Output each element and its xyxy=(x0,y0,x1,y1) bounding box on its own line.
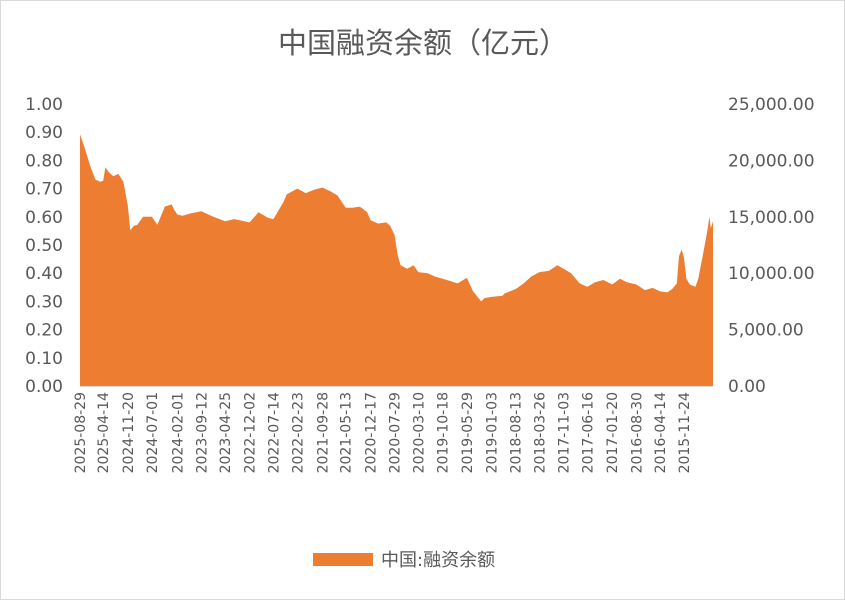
x-tick-label: 2025-04-14 xyxy=(96,392,112,473)
x-tick-label: 2017-06-16 xyxy=(580,392,596,473)
right-axis: 0.00 5,000.00 10,000.00 15,000.00 20,000.00 2… xyxy=(728,95,815,397)
x-tick-label: 2016-04-14 xyxy=(653,392,669,473)
x-tick-label: 2025-08-29 xyxy=(73,392,89,473)
x-axis: 2025-08-29 2025-04-14 2024-11-20 2024-07-01… xyxy=(73,392,693,474)
x-tick-label: 2023-09-12 xyxy=(194,392,210,473)
plot-area xyxy=(80,134,713,386)
left-tick-label: 0.70 xyxy=(25,180,63,200)
right-tick-label: 25,000.00 xyxy=(728,95,815,115)
right-tick-label: 5,000.00 xyxy=(728,321,804,341)
x-tick-label: 2017-01-20 xyxy=(605,392,621,473)
x-tick-label: 2021-09-28 xyxy=(315,392,331,473)
right-tick-label: 0.00 xyxy=(728,377,766,397)
series-area xyxy=(80,134,713,386)
x-tick-label: 2024-07-01 xyxy=(145,392,161,473)
x-tick-label: 2018-08-13 xyxy=(509,392,525,473)
x-tick-label: 2020-03-10 xyxy=(411,392,427,473)
left-tick-label: 0.20 xyxy=(25,321,63,341)
legend-label: 中国:融资余额 xyxy=(381,550,495,571)
left-tick-label: 0.60 xyxy=(25,208,63,228)
x-tick-label: 2022-07-14 xyxy=(266,392,282,473)
right-tick-label: 15,000.00 xyxy=(728,208,815,228)
legend: 中国:融资余额 xyxy=(313,550,495,571)
left-axis: 0.00 0.10 0.20 0.30 0.40 0.50 0.60 0.70 0.80 0.90… xyxy=(25,95,63,397)
x-tick-label: 2019-10-18 xyxy=(436,392,452,473)
x-tick-label: 2016-08-30 xyxy=(630,392,646,473)
left-tick-label: 0.80 xyxy=(25,151,63,171)
right-tick-label: 10,000.00 xyxy=(728,264,815,284)
left-tick-label: 0.90 xyxy=(25,123,63,143)
x-tick-label: 2022-02-23 xyxy=(290,392,306,473)
x-tick-label: 2024-11-20 xyxy=(121,392,137,473)
x-tick-label: 2022-12-02 xyxy=(243,392,259,473)
left-tick-label: 0.50 xyxy=(25,236,63,256)
left-tick-label: 0.10 xyxy=(25,349,63,369)
left-tick-label: 0.30 xyxy=(25,292,63,312)
x-tick-label: 2023-04-25 xyxy=(218,392,234,473)
left-tick-label: 1.00 xyxy=(25,95,63,115)
x-tick-label: 2020-07-29 xyxy=(388,392,404,473)
x-tick-label: 2015-11-24 xyxy=(677,392,693,473)
x-tick-label: 2021-05-13 xyxy=(339,392,355,473)
x-tick-label: 2017-11-03 xyxy=(557,392,573,473)
x-tick-label: 2018-03-26 xyxy=(532,392,548,473)
left-tick-label: 0.40 xyxy=(25,264,63,284)
x-tick-label: 2019-05-29 xyxy=(460,392,476,473)
x-tick-label: 2024-02-01 xyxy=(170,392,186,473)
legend-swatch xyxy=(313,553,373,566)
right-tick-label: 20,000.00 xyxy=(728,151,815,171)
chart-title: 中国融资余额（亿元） xyxy=(278,26,568,60)
x-tick-label: 2020-12-17 xyxy=(364,392,380,473)
x-tick-label: 2019-01-03 xyxy=(485,392,501,473)
left-tick-label: 0.00 xyxy=(25,377,63,397)
